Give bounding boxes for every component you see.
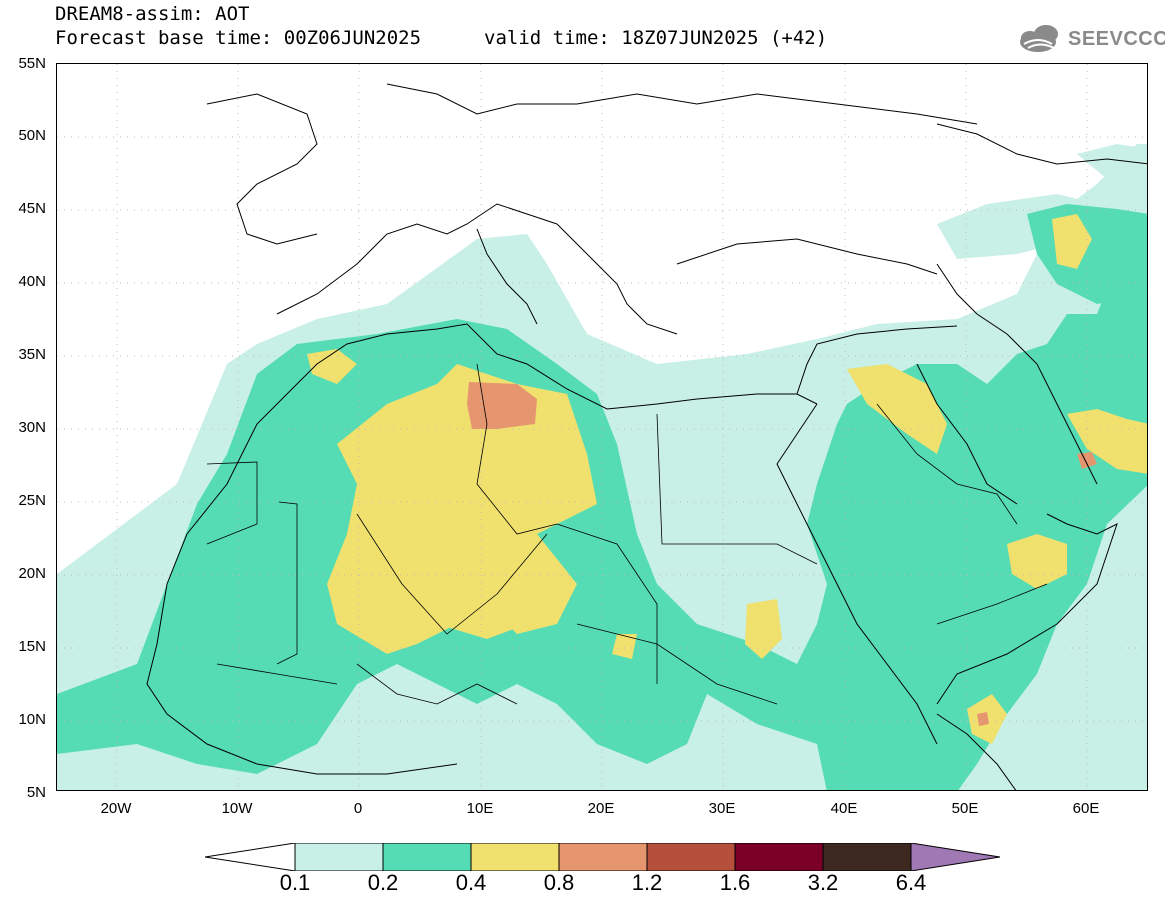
colorbar-label: 1.6 xyxy=(719,870,751,895)
lat-label: 50N xyxy=(18,127,46,144)
aot-contour-0-4 xyxy=(307,214,1147,744)
colorbar-label: 3.2 xyxy=(807,870,839,895)
lat-label: 20N xyxy=(18,565,46,582)
aot-map[interactable] xyxy=(56,63,1148,791)
lat-label: 45N xyxy=(18,200,46,217)
lat-label: 35N xyxy=(18,346,46,363)
lon-label: 0 xyxy=(353,800,363,817)
lon-label: 10E xyxy=(466,800,494,817)
lat-label: 40N xyxy=(18,273,46,290)
lon-label: 50E xyxy=(951,800,979,817)
lat-label: 25N xyxy=(18,492,46,509)
lon-label: 20E xyxy=(587,800,615,817)
seevccc-logo xyxy=(1020,25,1058,52)
lat-label: 5N xyxy=(26,784,46,801)
colorbar-under-triangle xyxy=(205,843,296,871)
lon-label: 20W xyxy=(100,800,132,817)
colorbar-swatch-1-2 xyxy=(646,843,736,871)
colorbar-swatch-3-2 xyxy=(822,843,912,871)
colorbar-label: 0.4 xyxy=(455,870,487,895)
lon-label: 40E xyxy=(830,800,858,817)
lon-label: 10W xyxy=(221,800,253,817)
colorbar-swatch-0-8 xyxy=(558,843,648,871)
lat-label: 55N xyxy=(18,55,46,72)
colorbar-label: 6.4 xyxy=(895,870,927,895)
colorbar xyxy=(205,843,1000,871)
colorbar-swatch-0-1 xyxy=(294,843,384,871)
colorbar-label: 0.8 xyxy=(543,870,575,895)
colorbar-swatch-0-4 xyxy=(470,843,560,871)
coastlines xyxy=(146,83,1147,790)
lat-label: 30N xyxy=(18,419,46,436)
colorbar-label: 1.2 xyxy=(631,870,663,895)
colorbar-label: 0.1 xyxy=(279,870,311,895)
aot-contour-0-8 xyxy=(467,382,1097,726)
colorbar-over-triangle xyxy=(910,843,1000,871)
lat-label: 10N xyxy=(18,711,46,728)
chart-title: DREAM8-assim: AOT xyxy=(55,3,250,25)
borders xyxy=(206,363,1048,705)
colorbar-swatch-1-6 xyxy=(734,843,824,871)
forecast-base-time: Forecast base time: 00Z06JUN2025 xyxy=(55,27,422,49)
valid-time: valid time: 18Z07JUN2025 (+42) xyxy=(484,27,828,49)
colorbar-label: 0.2 xyxy=(367,870,399,895)
map-canvas xyxy=(57,64,1147,790)
lon-label: 60E xyxy=(1072,800,1100,817)
lon-label: 30E xyxy=(708,800,736,817)
lat-label: 15N xyxy=(18,638,46,655)
colorbar-swatch-0-2 xyxy=(382,843,472,871)
logo-text: SEEVCCC xyxy=(1068,28,1165,50)
